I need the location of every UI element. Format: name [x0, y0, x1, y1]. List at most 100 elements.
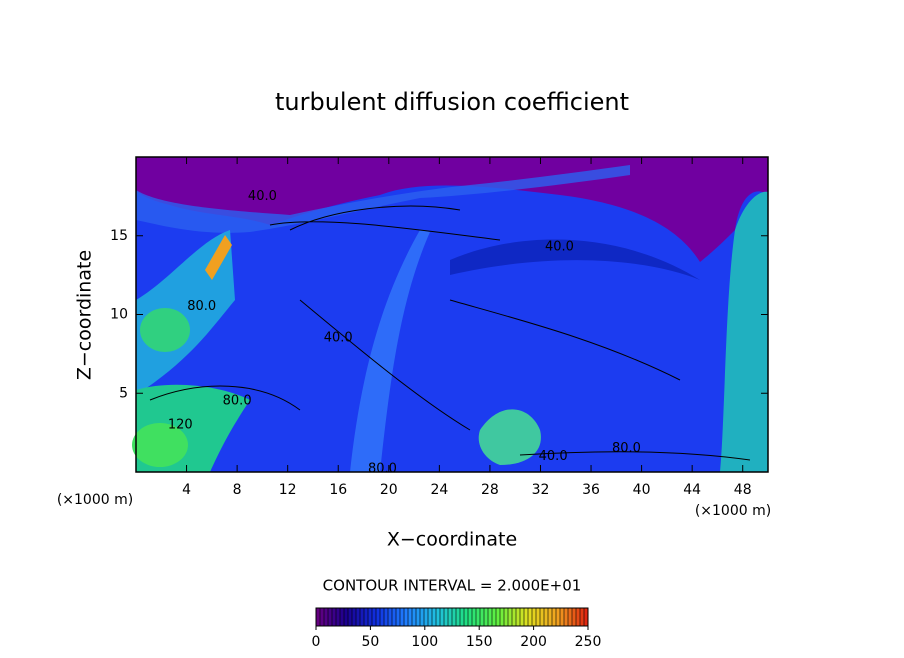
contour-interval: CONTOUR INTERVAL = 2.000E+01: [323, 577, 582, 595]
colorbar-swatch: [332, 608, 336, 626]
colorbar-swatch: [320, 608, 324, 626]
contour-label: 80.0: [612, 441, 641, 456]
field-upper: [136, 157, 768, 262]
x-tick-label: 40: [633, 482, 651, 498]
contour-line: [149, 205, 751, 461]
colorbar-swatch: [504, 608, 508, 626]
colorbar-tick-label: 250: [575, 634, 602, 650]
colorbar-swatch: [452, 608, 456, 626]
colorbar-swatch: [424, 608, 428, 626]
x-tick-label: 36: [582, 482, 600, 498]
colorbar-tick-label: 50: [361, 634, 379, 650]
colorbar-swatch: [576, 608, 580, 626]
field-blob: [132, 423, 188, 467]
x-axis-label: X−coordinate: [387, 529, 517, 551]
colorbar-swatch: [348, 608, 352, 626]
colorbar-swatch: [524, 608, 528, 626]
colorbar-swatch: [420, 608, 424, 626]
colorbar-swatch: [472, 608, 476, 626]
colorbar-swatch: [352, 608, 356, 626]
colorbar-swatch: [520, 608, 524, 626]
colorbar-swatch: [528, 608, 532, 626]
field-streak: [350, 230, 430, 472]
colorbar-swatch: [532, 608, 536, 626]
colorbar-swatch: [376, 608, 380, 626]
colorbar-tick-label: 0: [312, 634, 321, 650]
y-unit: (×1000 m): [57, 492, 133, 508]
colorbar-swatch: [548, 608, 552, 626]
field-blob: [140, 308, 190, 352]
colorbar-swatch: [380, 608, 384, 626]
colorbar-swatch: [340, 608, 344, 626]
colorbar-swatch: [508, 608, 512, 626]
colorbar-swatch: [468, 608, 472, 626]
field-peak: [205, 235, 232, 280]
colorbar-swatch: [552, 608, 556, 626]
contour-label: 120: [168, 417, 193, 432]
contour-label: 80.0: [223, 394, 252, 409]
y-tick-label: 5: [119, 385, 128, 401]
x-tick-label: 32: [532, 482, 550, 498]
x-tick-label: 8: [233, 482, 242, 498]
y-axis-label: Z−coordinate: [74, 250, 96, 380]
colorbar-swatch: [460, 608, 464, 626]
colorbar-swatch: [564, 608, 568, 626]
colorbar-swatch: [492, 608, 496, 626]
colorbar-swatch: [484, 608, 488, 626]
colorbar-swatch: [324, 608, 328, 626]
x-tick-label: 44: [683, 482, 701, 498]
field-blob: [478, 409, 541, 465]
field: [132, 157, 768, 472]
x-tick-label: 16: [329, 482, 347, 498]
colorbar-swatch: [432, 608, 436, 626]
colorbar-swatch: [560, 608, 564, 626]
colorbar-swatch: [540, 608, 544, 626]
colorbar-swatch: [516, 608, 520, 626]
contour-label: 40.0: [324, 331, 353, 346]
colorbar-swatch: [356, 608, 360, 626]
x-unit: (×1000 m): [695, 503, 771, 519]
colorbar-swatch: [464, 608, 468, 626]
contour-label: 40.0: [248, 189, 277, 204]
colorbar-swatch: [408, 608, 412, 626]
colorbar-swatch: [344, 608, 348, 626]
colorbar-swatch: [480, 608, 484, 626]
colorbar-swatch: [544, 608, 548, 626]
colorbar-frame: [315, 607, 589, 627]
colorbar-swatch: [336, 608, 340, 626]
x-tick-label: 24: [430, 482, 448, 498]
colorbar-swatch: [496, 608, 500, 626]
colorbar-swatch: [444, 608, 448, 626]
colorbar-swatch: [572, 608, 576, 626]
colorbar-swatch: [388, 608, 392, 626]
colorbar-swatch: [360, 608, 364, 626]
colorbar-tick-label: 100: [411, 634, 438, 650]
field-streak: [450, 239, 700, 280]
colorbar-swatch: [428, 608, 432, 626]
colorbar-swatch: [404, 608, 408, 626]
colorbar-swatch: [412, 608, 416, 626]
colorbar-swatch: [416, 608, 420, 626]
colorbar-swatch: [364, 608, 368, 626]
colorbar-swatch: [372, 608, 376, 626]
colorbar-swatch: [436, 608, 440, 626]
colorbar-swatch: [328, 608, 332, 626]
colorbar-swatch: [456, 608, 460, 626]
colorbar-swatch: [448, 608, 452, 626]
colorbar-swatch: [536, 608, 540, 626]
colorbar-swatch: [512, 608, 516, 626]
colorbar-swatch: [316, 608, 320, 626]
contour-label: 40.0: [539, 449, 568, 464]
field-right: [720, 191, 768, 472]
colorbar-swatch: [440, 608, 444, 626]
x-tick-label: 28: [481, 482, 499, 498]
colorbar-swatch: [488, 608, 492, 626]
colorbar-swatch: [476, 608, 480, 626]
contour-label: 40.0: [545, 239, 574, 254]
colorbar-tick-label: 150: [466, 634, 493, 650]
colorbar-tick-label: 200: [520, 634, 547, 650]
colorbar-swatch: [392, 608, 396, 626]
x-tick-label: 20: [380, 482, 398, 498]
colorbar-swatch: [556, 608, 560, 626]
